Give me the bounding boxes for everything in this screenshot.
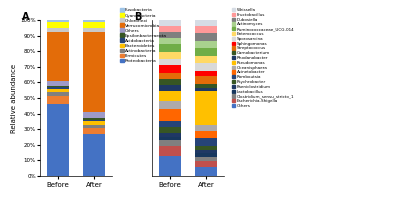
Bar	[83, 121, 105, 125]
Bar	[195, 161, 217, 167]
Bar	[195, 76, 217, 84]
Bar	[47, 22, 69, 28]
Y-axis label: Relative abundance: Relative abundance	[12, 63, 18, 133]
Bar	[159, 52, 181, 59]
Bar	[195, 125, 217, 131]
Bar	[159, 133, 181, 137]
Bar	[195, 131, 217, 138]
Bar	[195, 91, 217, 125]
Legend: Weissella, Fructobacillus, Dubosiella, Actinomyces, Ruminococcaceae_UCG-014, Ent: Weissella, Fructobacillus, Dubosiella, A…	[232, 8, 294, 108]
Bar	[195, 157, 217, 161]
Bar	[159, 73, 181, 79]
Bar	[159, 85, 181, 91]
Bar	[47, 28, 69, 32]
Bar	[195, 167, 217, 176]
Bar	[195, 138, 217, 146]
Bar	[195, 41, 217, 48]
Bar	[159, 127, 181, 133]
Bar	[159, 146, 181, 156]
Bar	[159, 65, 181, 73]
Bar	[47, 32, 69, 81]
Bar	[159, 38, 181, 44]
Bar	[47, 20, 69, 22]
Bar	[159, 137, 181, 140]
Bar	[195, 146, 217, 150]
Bar	[159, 44, 181, 52]
Bar	[47, 81, 69, 86]
Bar	[159, 20, 181, 26]
Bar	[83, 28, 105, 32]
Bar	[195, 150, 217, 153]
Legend: Fusobacteria, Cyanobacteria, Chloroflexi, Verrucomicrobia, Others, Epsilonbacter: Fusobacteria, Cyanobacteria, Chloroflexi…	[120, 8, 167, 63]
Bar	[83, 134, 105, 176]
Bar	[195, 33, 217, 41]
Bar	[47, 92, 69, 96]
Bar	[195, 56, 217, 63]
Text: B: B	[134, 12, 141, 22]
Bar	[47, 89, 69, 92]
Bar	[159, 121, 181, 127]
Bar	[83, 125, 105, 128]
Bar	[159, 140, 181, 146]
Bar	[159, 156, 181, 176]
Bar	[159, 101, 181, 109]
Bar	[159, 79, 181, 85]
Bar	[195, 71, 217, 76]
Bar	[83, 22, 105, 28]
Bar	[195, 20, 217, 26]
Bar	[47, 87, 69, 89]
Bar	[83, 128, 105, 134]
Bar	[159, 26, 181, 32]
Bar	[159, 91, 181, 101]
Bar	[195, 153, 217, 157]
Bar	[83, 32, 105, 112]
Bar	[195, 88, 217, 91]
Bar	[83, 120, 105, 121]
Bar	[159, 32, 181, 38]
Bar	[47, 86, 69, 87]
Bar	[195, 26, 217, 33]
Bar	[159, 109, 181, 121]
Bar	[47, 96, 69, 104]
Bar	[83, 118, 105, 120]
Bar	[83, 20, 105, 22]
Bar	[159, 59, 181, 65]
Bar	[195, 63, 217, 71]
Bar	[195, 48, 217, 56]
Bar	[195, 84, 217, 88]
Bar	[47, 104, 69, 176]
Bar	[83, 112, 105, 118]
Text: A: A	[22, 12, 30, 22]
